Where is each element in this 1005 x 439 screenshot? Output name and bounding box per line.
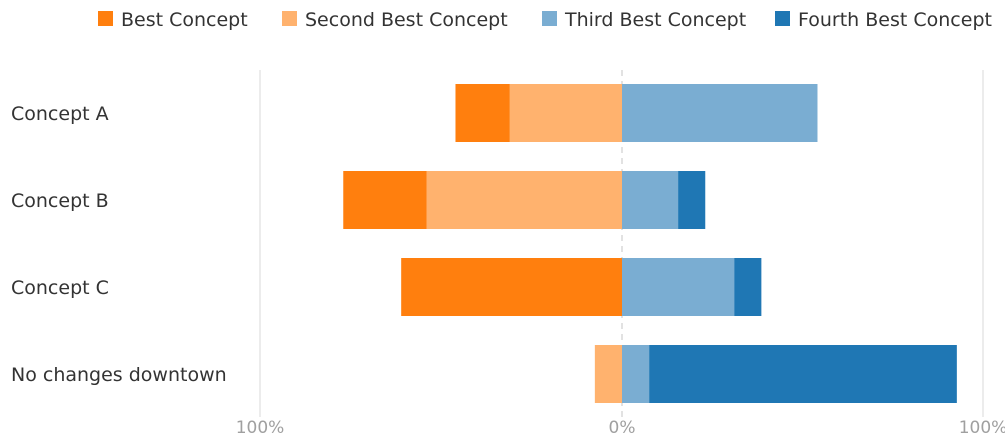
bar-concept-c-third-best-concept <box>622 258 735 316</box>
bar-no-changes-downtown-fourth-best-concept <box>649 345 957 403</box>
bar-concept-b-second-best-concept <box>426 171 622 229</box>
bar-no-changes-downtown-third-best-concept <box>622 345 650 403</box>
x-tick-label: 100% <box>236 418 285 438</box>
bar-no-changes-downtown-second-best-concept <box>594 345 622 403</box>
legend-swatch <box>98 11 113 26</box>
legend-swatch <box>542 11 557 26</box>
bar-concept-c-fourth-best-concept <box>734 258 762 316</box>
legend-label: Best Concept <box>121 9 248 31</box>
category-labels: Concept A Concept B Concept C No changes do… <box>11 103 227 386</box>
bar-concept-a-second-best-concept <box>509 84 622 142</box>
category-label-concept-a: Concept A <box>11 103 109 125</box>
legend-label: Second Best Concept <box>305 9 508 31</box>
legend: Best Concept Second Best Concept Third Bes… <box>98 9 992 31</box>
category-label-concept-b: Concept B <box>11 190 109 212</box>
bar-concept-b-best-concept <box>343 171 427 229</box>
bar-concept-a-third-best-concept <box>622 84 818 142</box>
legend-label: Fourth Best Concept <box>798 9 992 31</box>
legend-item-fourth-best-concept[interactable]: Fourth Best Concept <box>775 9 992 31</box>
bar-concept-a-best-concept <box>455 84 510 142</box>
legend-swatch <box>282 11 297 26</box>
legend-swatch <box>775 11 790 26</box>
bar-concept-b-third-best-concept <box>622 171 679 229</box>
legend-item-third-best-concept[interactable]: Third Best Concept <box>542 9 746 31</box>
category-label-no-changes-downtown: No changes downtown <box>11 364 227 386</box>
bars <box>343 84 957 403</box>
x-axis-ticks: 100% 0% 100% <box>236 418 1005 438</box>
legend-item-second-best-concept[interactable]: Second Best Concept <box>282 9 508 31</box>
x-tick-label: 0% <box>609 418 636 438</box>
category-label-concept-c: Concept C <box>11 277 109 299</box>
legend-label: Third Best Concept <box>564 9 746 31</box>
legend-item-best-concept[interactable]: Best Concept <box>98 9 248 31</box>
bar-concept-c-best-concept <box>401 258 622 316</box>
x-tick-label: 100% <box>959 418 1005 438</box>
bar-concept-b-fourth-best-concept <box>678 171 706 229</box>
